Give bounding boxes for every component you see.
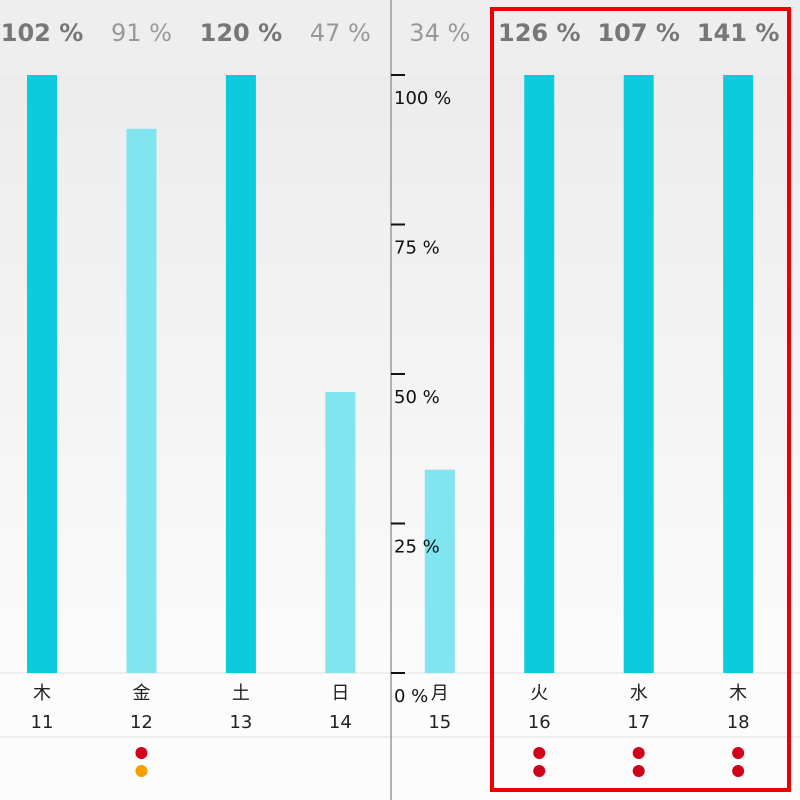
x-tick-label: 日 xyxy=(331,683,349,704)
y-tick-label: 0 % xyxy=(394,686,428,707)
x-tick-label: 木 xyxy=(33,683,51,704)
x-tick-label: 木 xyxy=(729,683,747,704)
date-label: 12 xyxy=(130,712,153,733)
y-tick-label: 100 % xyxy=(394,88,451,109)
value-label: 34 % xyxy=(409,19,470,47)
value-label: 126 % xyxy=(498,19,581,47)
status-dot xyxy=(135,765,148,777)
date-label: 11 xyxy=(31,712,54,733)
x-tick-label: 火 xyxy=(530,683,548,704)
header-band xyxy=(0,0,800,75)
status-dot xyxy=(632,765,645,777)
y-tick-label: 25 % xyxy=(394,537,440,558)
status-dot xyxy=(632,747,645,759)
highlight-box xyxy=(490,7,791,792)
bar xyxy=(225,75,256,673)
bar xyxy=(723,75,754,673)
bar xyxy=(524,75,555,673)
date-label: 16 xyxy=(528,712,551,733)
date-label: 13 xyxy=(229,712,252,733)
date-label: 15 xyxy=(428,712,451,733)
value-label: 107 % xyxy=(597,19,680,47)
x-tick-label: 土 xyxy=(232,683,250,704)
value-label: 91 % xyxy=(111,19,172,47)
status-dot xyxy=(533,765,546,777)
status-dot xyxy=(135,747,148,759)
y-tick-label: 50 % xyxy=(394,387,440,408)
status-dot xyxy=(732,765,745,777)
y-tick-label: 75 % xyxy=(394,238,440,259)
x-tick-label: 月 xyxy=(431,683,449,704)
value-label: 141 % xyxy=(697,19,780,47)
status-dot xyxy=(533,747,546,759)
date-label: 14 xyxy=(329,712,352,733)
bar xyxy=(424,469,455,673)
bar xyxy=(27,75,57,673)
bars xyxy=(27,75,754,673)
bar xyxy=(126,128,157,673)
value-label: 120 % xyxy=(200,19,283,47)
value-label: 102 % xyxy=(1,19,84,47)
date-label: 17 xyxy=(627,712,650,733)
value-label: 47 % xyxy=(310,19,371,47)
bar xyxy=(325,391,356,673)
date-label: 18 xyxy=(727,712,750,733)
bar xyxy=(623,75,654,673)
x-tick-label: 水 xyxy=(630,683,648,704)
status-dot xyxy=(732,747,745,759)
x-tick-label: 金 xyxy=(132,683,150,704)
